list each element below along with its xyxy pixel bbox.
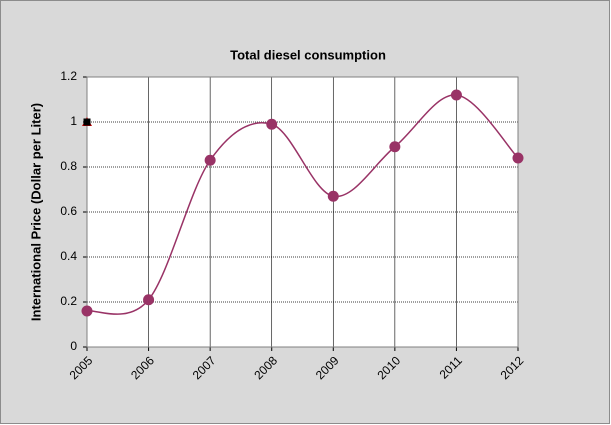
data-point — [327, 190, 339, 202]
data-point — [266, 118, 278, 130]
y-tick-label: 0.8 — [60, 159, 77, 173]
y-tick-label: 1 — [70, 114, 77, 128]
y-tick-label: 0.2 — [60, 294, 77, 308]
data-point — [512, 152, 524, 164]
data-point — [389, 141, 401, 153]
data-point — [450, 89, 462, 101]
y-tick-label: 0.4 — [60, 249, 77, 263]
plot-border — [86, 76, 519, 348]
data-point — [143, 294, 155, 306]
plot-area — [87, 77, 518, 347]
data-point — [204, 154, 216, 166]
y-axis-label: International Price (Dollar per Liter) — [28, 103, 43, 321]
chart-title: Total diesel consumption — [230, 47, 386, 62]
series-line — [86, 94, 519, 315]
data-point — [81, 305, 93, 317]
y-tick-label: 1.2 — [60, 69, 77, 83]
y-tick-label: 0.6 — [60, 204, 77, 218]
data-point — [83, 118, 91, 126]
y-tick-label: 0 — [70, 339, 77, 353]
